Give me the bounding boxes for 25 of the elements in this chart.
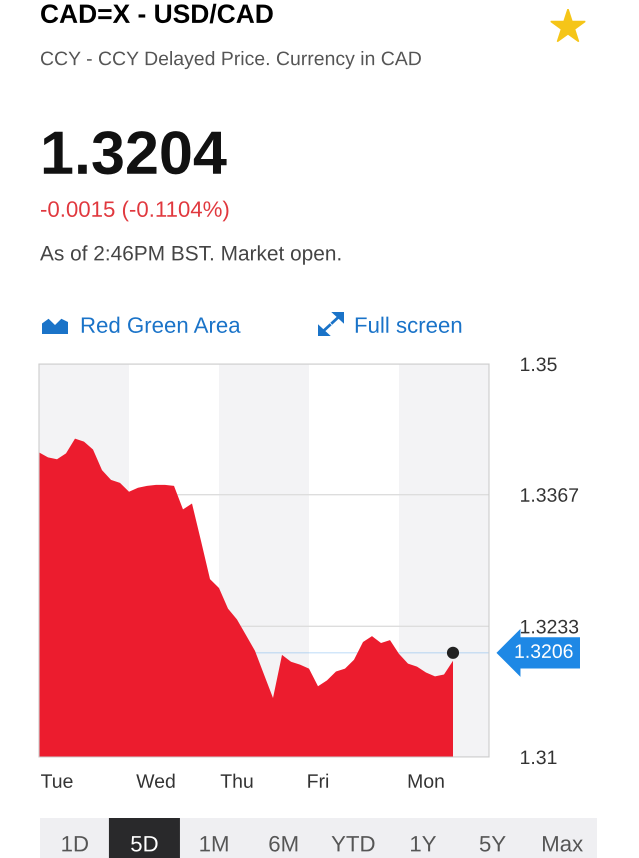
text: 6M: [269, 836, 298, 852]
x-tick-label: Wed: [136, 774, 175, 788]
chart-title: CAD=X - USD/CAD: [41, 4, 273, 24]
text: Red Green Area: [82, 316, 241, 333]
chart-subtitle: CCY - CCY Delayed Price. Currency in CAD: [40, 51, 421, 70]
text: Full screen: [356, 316, 462, 333]
y-tick-label: 1.31: [521, 750, 556, 764]
text: 5Y: [480, 836, 506, 852]
text: 1Y: [411, 836, 436, 852]
y-tick-label: 1.3367: [521, 488, 578, 502]
x-tick-label: Fri: [308, 774, 328, 788]
x-tick-label: Tue: [41, 774, 73, 788]
text: 1D: [62, 836, 88, 852]
text: 5D: [131, 836, 158, 852]
text: -0.0015 (-0.1104%): [40, 200, 228, 222]
text: 1.3204: [44, 131, 227, 174]
x-tick-label: Mon: [408, 774, 444, 788]
text: 1M: [200, 836, 228, 852]
text: As of 2:46PM BST. Market open.: [40, 245, 340, 265]
y-tick-label: 1.35: [521, 357, 557, 372]
text: YTD: [332, 836, 374, 852]
y-tick-label: 1.3233: [521, 620, 578, 634]
x-tick-label: Thu: [220, 774, 252, 788]
ref-line-label: 1.3206: [515, 644, 573, 658]
text: Max: [543, 836, 583, 852]
